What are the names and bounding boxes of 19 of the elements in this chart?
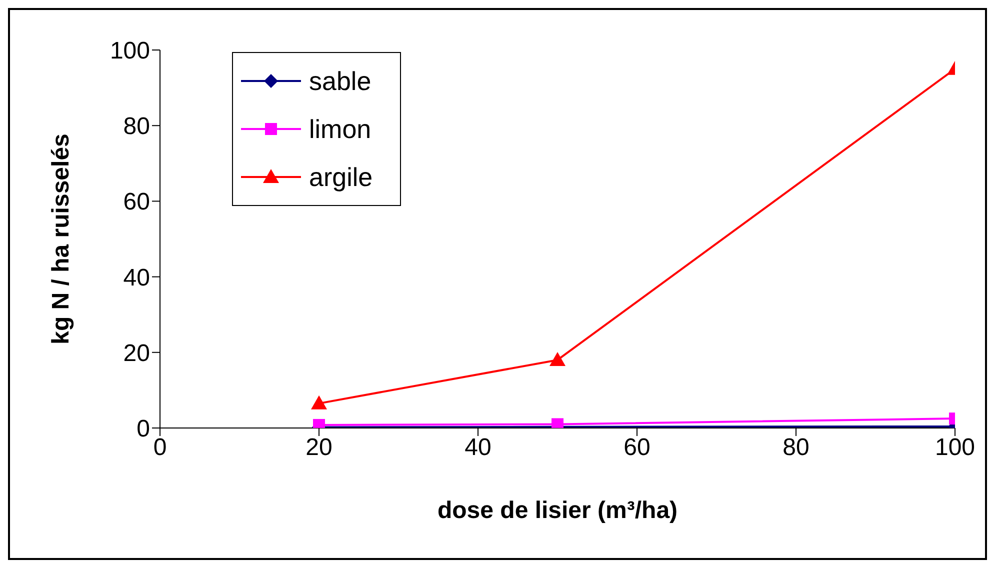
legend-label: limon: [309, 114, 372, 144]
x-tick-label: 0: [153, 434, 167, 462]
y-tick-label: 40: [123, 264, 150, 292]
legend-label: sable: [309, 66, 372, 96]
x-tick-label: 40: [464, 434, 492, 462]
y-tick-label: 80: [123, 113, 150, 140]
legend-label: argile: [309, 162, 373, 192]
x-tick-label: 20: [306, 434, 332, 462]
point: [550, 352, 566, 366]
x-axis-title: dose de lisier (m³/ha): [437, 497, 678, 524]
y-tick-label: 20: [123, 340, 150, 367]
x-tick-label: 80: [782, 434, 810, 462]
point: [311, 395, 327, 410]
y-tick-label: 0: [136, 416, 150, 443]
y-tick-label: 60: [123, 188, 150, 216]
y-axis-title: kg N / ha ruisselés: [48, 134, 75, 344]
y-tick-label: 100: [110, 38, 150, 65]
x-tick-label: 60: [624, 434, 650, 462]
x-tick-label: 100: [934, 434, 976, 462]
